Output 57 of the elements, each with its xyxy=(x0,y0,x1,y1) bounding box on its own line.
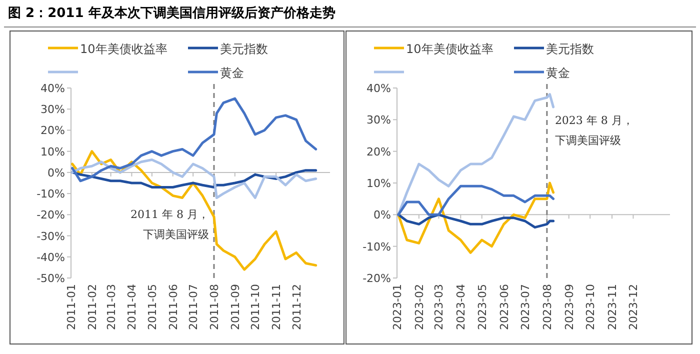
line-series xyxy=(397,213,555,229)
ref-line-label: 2023 年 8 月，下调美国评级 xyxy=(554,114,634,147)
y-tick-label: 10% xyxy=(366,177,391,190)
line-series xyxy=(71,169,318,188)
x-tick-label: 2023-11 xyxy=(606,284,620,330)
x-tick-label: 2011-03 xyxy=(104,284,118,330)
y-tick-label: 40% xyxy=(40,82,65,95)
x-tick-label: 2023-05 xyxy=(476,284,489,330)
legend-label: 10年美债收益率 xyxy=(80,42,168,56)
y-tick-label: 30% xyxy=(366,114,391,127)
y-tick-label: 20% xyxy=(40,124,65,138)
x-tick-label: 2011-07 xyxy=(187,284,200,330)
line-series xyxy=(71,97,318,182)
y-tick-label: 0% xyxy=(374,208,391,222)
x-tick-label: 2023-08 xyxy=(540,284,554,330)
x-tick-label: 2023-09 xyxy=(562,284,576,330)
x-tick-label: 2011-12 xyxy=(290,284,304,330)
y-tick-label: -50% xyxy=(36,272,65,285)
ref-line-label: 2011 年 8 月，下调美国评级 xyxy=(130,208,209,241)
line-series xyxy=(397,182,555,254)
chart-title: 图 2：2011 年及本次下调美国信用评级后资产价格走势 xyxy=(8,5,336,21)
y-tick-label: 10% xyxy=(40,145,65,158)
x-tick-label: 2023-10 xyxy=(584,284,598,330)
x-tick-label: 2023-06 xyxy=(498,284,511,330)
legend-label: 美元指数 xyxy=(220,42,268,56)
x-tick-label: 2023-02 xyxy=(412,284,426,330)
x-tick-label: 2011-08 xyxy=(208,284,221,330)
line-series xyxy=(397,184,555,216)
x-tick-label: 2023-12 xyxy=(627,284,640,330)
x-tick-label: 2011-10 xyxy=(249,284,262,330)
x-tick-label: 2011-05 xyxy=(146,284,159,330)
y-tick-label: -20% xyxy=(362,272,391,285)
x-tick-label: 2011-11 xyxy=(270,284,284,330)
x-tick-label: 2011-06 xyxy=(166,284,180,330)
legend-label: 黄金 xyxy=(546,66,570,80)
x-tick-label: 2023-03 xyxy=(432,284,446,330)
y-tick-label: 40% xyxy=(366,82,391,95)
y-tick-label: 0% xyxy=(48,166,65,180)
x-tick-label: 2023-04 xyxy=(454,284,468,330)
y-tick-label: 30% xyxy=(40,103,65,116)
legend-label: 黄金 xyxy=(220,66,244,80)
x-tick-label: 2023-01 xyxy=(391,284,404,330)
legend-label: 美元指数 xyxy=(546,42,594,56)
line-series xyxy=(71,158,318,200)
y-tick-label: -20% xyxy=(36,208,65,222)
y-tick-label: -10% xyxy=(362,240,391,254)
y-tick-label: 20% xyxy=(366,145,391,158)
x-tick-label: 2011-02 xyxy=(86,284,99,330)
x-tick-label: 2011-01 xyxy=(65,284,78,330)
line-series xyxy=(397,93,555,216)
x-tick-label: 2011-09 xyxy=(228,284,242,330)
x-tick-label: 2011-04 xyxy=(126,284,139,330)
legend-label: 10年美债收益率 xyxy=(406,42,494,56)
y-tick-label: -30% xyxy=(36,230,65,243)
y-tick-label: -40% xyxy=(36,250,65,264)
y-tick-label: -10% xyxy=(36,188,65,201)
x-tick-label: 2023-07 xyxy=(519,284,532,330)
